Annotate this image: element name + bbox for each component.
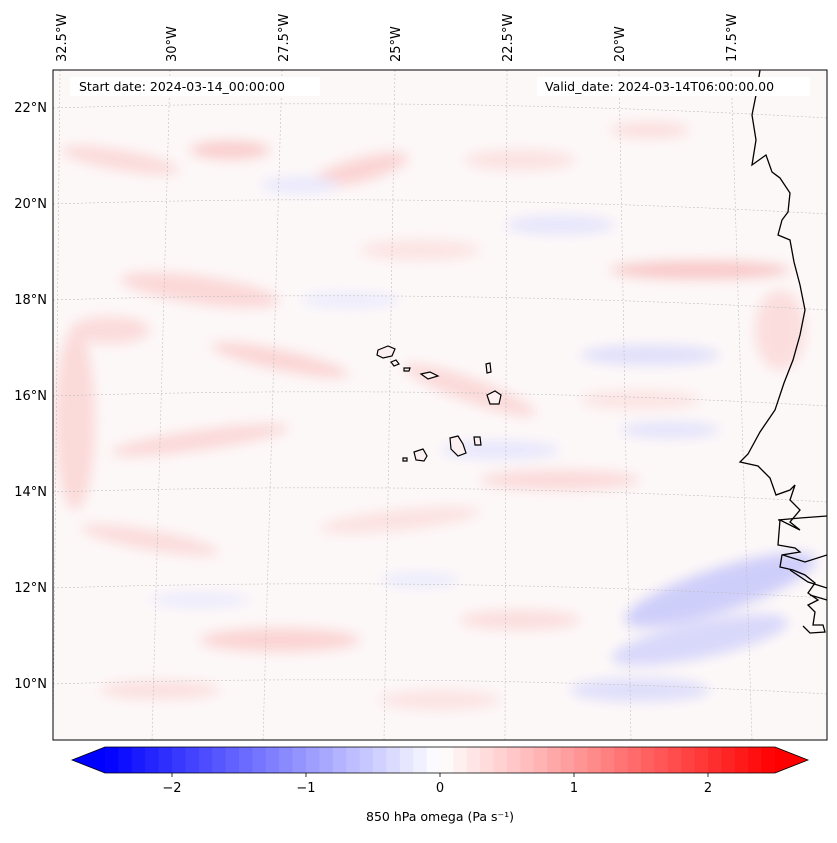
colorbar-cell: [426, 747, 441, 773]
lat-label-12n: 12°N: [14, 581, 47, 596]
colorbar: −2 −1 0 1 2 850 hPa omega (Pa s⁻¹): [70, 746, 810, 824]
lat-label-10n: 10°N: [14, 677, 47, 692]
colorbar-cell: [520, 747, 535, 773]
colorbar-cell: [748, 747, 763, 773]
lon-label-22-5w: 22.5°W: [501, 14, 516, 62]
lon-label-25w: 25°W: [389, 26, 404, 62]
longitude-labels: 32.5°W 30°W 27.5°W 25°W 22.5°W 20°W 17.5…: [55, 14, 740, 62]
cabo-verde-islands: [376, 345, 502, 462]
colorbar-cell: [279, 747, 294, 773]
colorbar-cell: [681, 747, 696, 773]
colorbar-cell: [373, 747, 387, 773]
colorbar-cell: [533, 747, 548, 773]
colorbar-cell: [614, 747, 629, 773]
colorbar-cell: [292, 747, 307, 773]
colorbar-cell: [346, 747, 361, 773]
start-date-label: Start date: 2024-03-14_00:00:00: [79, 79, 285, 94]
colorbar-cell: [587, 747, 602, 773]
colorbar-cell: [319, 747, 334, 773]
colorbar-tick-label: −2: [162, 781, 181, 796]
colorbar-tick-label: 0: [436, 781, 444, 796]
lat-label-20n: 20°N: [14, 197, 47, 212]
colorbar-tick-label: 2: [704, 781, 712, 796]
lon-label-27-5w: 27.5°W: [277, 14, 292, 62]
colorbar-cell: [627, 747, 642, 773]
colorbar-cell: [721, 747, 736, 773]
lon-label-20w: 20°W: [613, 26, 628, 62]
colorbar-cell: [641, 747, 655, 773]
colorbar-cell: [574, 747, 588, 773]
start-date-box: [70, 77, 320, 96]
colorbar-cell: [118, 747, 133, 773]
colorbar-cell: [734, 747, 749, 773]
colorbar-label: 850 hPa omega (Pa s⁻¹): [366, 809, 514, 824]
colorbar-cell: [560, 747, 575, 773]
colorbar-cell: [708, 747, 722, 773]
colorbar-cell: [131, 747, 146, 773]
colorbar-extend-high: [775, 747, 808, 773]
colorbar-cell: [212, 747, 227, 773]
colorbar-cell: [654, 747, 669, 773]
lon-label-17-5w: 17.5°W: [725, 14, 740, 62]
colorbar-cell: [185, 747, 200, 773]
colorbar-cell: [265, 747, 280, 773]
colorbar-tick-label: 1: [570, 781, 578, 796]
colorbar-cell: [547, 747, 562, 773]
colorbar-cell: [359, 747, 374, 773]
colorbar-cell: [667, 747, 682, 773]
colorbar-cell: [306, 747, 320, 773]
colorbar-tick-labels: −2 −1 0 1 2: [162, 781, 712, 796]
colorbar-cell: [453, 747, 468, 773]
lon-label-32-5w: 32.5°W: [55, 14, 70, 62]
colorbar-cell: [493, 747, 508, 773]
map-frame: [52, 69, 828, 741]
colorbar-cell: [332, 747, 347, 773]
valid-date-label: Valid_date: 2024-03-14T06:00:00.00: [545, 79, 774, 94]
colorbar-cell: [386, 747, 401, 773]
colorbar-cells: [105, 747, 776, 773]
colorbar-cell: [239, 747, 253, 773]
colorbar-ticks: [171, 773, 709, 777]
colorbar-cell: [600, 747, 615, 773]
colorbar-cell: [158, 747, 173, 773]
colorbar-cell: [480, 747, 495, 773]
lat-label-18n: 18°N: [14, 293, 47, 308]
colorbar-cell: [466, 747, 481, 773]
lat-label-22n: 22°N: [14, 101, 47, 116]
colorbar-cell: [413, 747, 428, 773]
colorbar-outline: [70, 746, 810, 774]
colorbar-cell: [105, 747, 119, 773]
colorbar-cell: [399, 747, 414, 773]
colorbar-cell: [761, 747, 776, 773]
colorbar-cell: [172, 747, 186, 773]
colorbar-cell: [225, 747, 240, 773]
colorbar-cell: [694, 747, 709, 773]
map-panel: Start date: 2024-03-14_00:00:00 Valid_da…: [52, 69, 828, 741]
african-coastline: [738, 70, 827, 634]
colorbar-cell: [145, 747, 160, 773]
colorbar-cell: [440, 747, 454, 773]
latitude-labels: 22°N 20°N 18°N 16°N 14°N 12°N 10°N: [14, 101, 47, 692]
colorbar-cell: [198, 747, 213, 773]
colorbar-tick-label: −1: [296, 781, 315, 796]
valid-date-box: [537, 77, 810, 96]
lon-label-30w: 30°W: [165, 26, 180, 62]
colorbar-extend-low: [72, 747, 105, 773]
lat-label-16n: 16°N: [14, 389, 47, 404]
lat-label-14n: 14°N: [14, 485, 47, 500]
colorbar-cell: [252, 747, 267, 773]
colorbar-cell: [507, 747, 521, 773]
